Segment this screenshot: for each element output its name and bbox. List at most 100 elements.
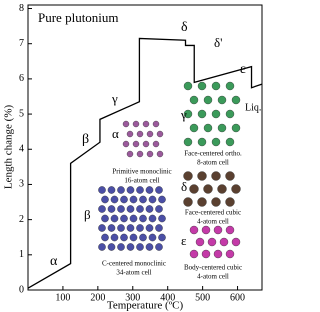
atom [148,195,157,204]
atom [126,205,135,213]
y-tick-label: 1 [19,249,24,260]
atom [213,225,223,235]
atom [98,224,106,232]
atom [213,249,223,259]
atom [110,233,119,242]
atom [225,81,235,91]
atom [201,225,211,235]
chart: Pure plutonium Temperature (ºC) Length c… [3,3,263,312]
atom [120,195,128,204]
atom [183,137,193,147]
phase-label: γ [111,91,118,106]
structure-symbol: ε [181,233,187,248]
atom [139,214,147,223]
structure-caption: 4-atom cell [197,218,229,226]
atom [155,186,163,194]
atom [231,237,241,247]
atom [145,186,154,194]
atom [201,249,211,259]
atom [156,150,164,158]
structure-symbol: α [112,126,119,141]
atom [219,237,229,247]
structure-caption: 34-atom cell [116,269,151,277]
atom [120,214,128,223]
atom [183,81,193,91]
atom [189,95,199,105]
atom [139,195,147,204]
structure-symbol: δ [181,179,187,194]
atom [136,130,144,138]
atom [225,109,235,119]
y-tick-label: 6 [19,73,24,84]
y-tick-label: 8 [19,3,24,14]
atom [156,130,164,138]
atom [158,233,166,242]
y-tick-label: 7 [19,38,24,49]
atom [107,243,116,251]
atom [203,123,213,133]
structure-caption: 4-atom cell [197,273,229,281]
x-tick-label: 600 [230,292,245,303]
atom [145,205,154,213]
y-tick-label: 3 [19,179,24,190]
atom [155,205,163,213]
atom [211,81,221,91]
atom [101,195,109,204]
phase-label: δ [181,20,188,35]
atom [120,233,128,242]
atom [126,224,135,232]
atom [203,184,213,194]
atom [197,171,207,181]
x-tick-label: 400 [160,292,175,303]
atom [146,130,154,138]
structure-symbol: γ [180,107,187,122]
atom [211,109,221,119]
phase-label: Liq. [245,102,261,113]
atom [197,81,207,91]
atom [155,224,163,232]
atom [225,249,235,259]
atom [211,137,221,147]
atom [129,214,138,223]
atom [136,243,144,251]
atom [211,171,221,181]
atom [136,186,144,194]
atom [98,186,106,194]
atom [110,195,119,204]
atom [189,225,199,235]
atom [129,233,138,242]
atom [207,237,217,247]
x-tick-label: 300 [125,292,140,303]
atom [183,109,193,119]
atom [107,186,116,194]
structure-caption: C-centered monoclinic [102,260,166,268]
atom [117,205,125,213]
structure-caption: Face-centered cubic [185,209,241,217]
atom [158,214,166,223]
atom [142,120,150,128]
atom [152,140,160,148]
structure-caption: 16-atom cell [124,177,159,185]
y-tick-label: 5 [19,108,24,119]
x-tick-label: 100 [55,292,70,303]
data-line [27,37,263,289]
x-axis-label: Temperature (ºC) [107,300,184,312]
atom [189,123,199,133]
phase-label: α [50,254,58,269]
y-tick-label: 4 [19,144,24,155]
plot-frame [27,4,263,291]
y-tick-label: 2 [19,214,24,225]
atom [126,150,134,158]
atom [136,205,144,213]
structure-caption: Face-centered ortho. [184,150,242,158]
x-tick-label: 500 [195,292,210,303]
atom [197,109,207,119]
atom [101,214,109,223]
atom [132,120,140,128]
y-axis-label: Length change (%) [3,105,15,190]
atom [107,224,116,232]
atom [117,224,125,232]
atom [129,195,138,204]
structure-caption: Primitive monoclinic [112,168,171,176]
